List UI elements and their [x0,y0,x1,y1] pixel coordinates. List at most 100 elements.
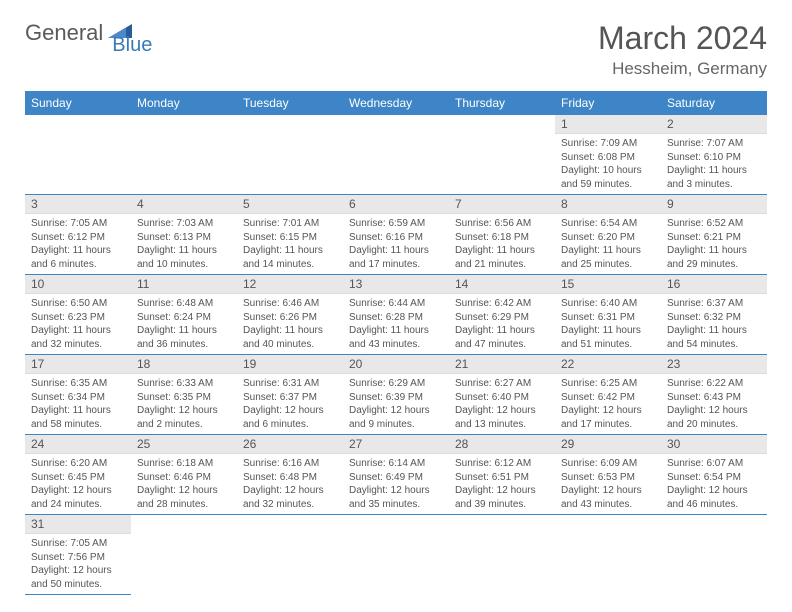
col-saturday: Saturday [661,91,767,115]
sunset-text: Sunset: 6:16 PM [349,231,443,245]
day-cell: 15Sunrise: 6:40 AMSunset: 6:31 PMDayligh… [555,275,661,355]
sunrise-text: Sunrise: 6:52 AM [667,217,761,231]
day-cell [661,515,767,595]
sunrise-text: Sunrise: 6:42 AM [455,297,549,311]
daylight-text: Daylight: 12 hours and 39 minutes. [455,484,549,511]
day-content: Sunrise: 6:40 AMSunset: 6:31 PMDaylight:… [555,294,661,354]
sunrise-text: Sunrise: 6:44 AM [349,297,443,311]
day-content: Sunrise: 7:05 AMSunset: 6:12 PMDaylight:… [25,214,131,274]
day-number: 11 [131,275,237,294]
sunrise-text: Sunrise: 6:50 AM [31,297,125,311]
sunrise-text: Sunrise: 6:56 AM [455,217,549,231]
sunrise-text: Sunrise: 7:05 AM [31,537,125,551]
week-row: 10Sunrise: 6:50 AMSunset: 6:23 PMDayligh… [25,275,767,355]
day-cell [343,115,449,195]
day-content: Sunrise: 6:18 AMSunset: 6:46 PMDaylight:… [131,454,237,514]
daylight-text: Daylight: 12 hours and 50 minutes. [31,564,125,591]
day-cell: 6Sunrise: 6:59 AMSunset: 6:16 PMDaylight… [343,195,449,275]
day-cell: 10Sunrise: 6:50 AMSunset: 6:23 PMDayligh… [25,275,131,355]
day-number: 21 [449,355,555,374]
day-cell: 27Sunrise: 6:14 AMSunset: 6:49 PMDayligh… [343,435,449,515]
logo: General Blue [25,20,176,46]
day-content: Sunrise: 7:01 AMSunset: 6:15 PMDaylight:… [237,214,343,274]
sunset-text: Sunset: 6:35 PM [137,391,231,405]
day-cell: 16Sunrise: 6:37 AMSunset: 6:32 PMDayligh… [661,275,767,355]
daylight-text: Daylight: 11 hours and 3 minutes. [667,164,761,191]
day-cell [237,115,343,195]
day-number: 6 [343,195,449,214]
sunset-text: Sunset: 6:18 PM [455,231,549,245]
sunrise-text: Sunrise: 6:40 AM [561,297,655,311]
daylight-text: Daylight: 11 hours and 25 minutes. [561,244,655,271]
day-number: 19 [237,355,343,374]
day-content: Sunrise: 7:09 AMSunset: 6:08 PMDaylight:… [555,134,661,194]
sunset-text: Sunset: 6:53 PM [561,471,655,485]
sunrise-text: Sunrise: 7:07 AM [667,137,761,151]
sunrise-text: Sunrise: 6:46 AM [243,297,337,311]
sunset-text: Sunset: 6:42 PM [561,391,655,405]
day-cell: 28Sunrise: 6:12 AMSunset: 6:51 PMDayligh… [449,435,555,515]
day-cell: 2Sunrise: 7:07 AMSunset: 6:10 PMDaylight… [661,115,767,195]
day-cell: 26Sunrise: 6:16 AMSunset: 6:48 PMDayligh… [237,435,343,515]
daylight-text: Daylight: 11 hours and 51 minutes. [561,324,655,351]
day-cell: 19Sunrise: 6:31 AMSunset: 6:37 PMDayligh… [237,355,343,435]
day-content: Sunrise: 6:42 AMSunset: 6:29 PMDaylight:… [449,294,555,354]
day-number: 30 [661,435,767,454]
day-content: Sunrise: 6:25 AMSunset: 6:42 PMDaylight:… [555,374,661,434]
col-tuesday: Tuesday [237,91,343,115]
sunset-text: Sunset: 6:15 PM [243,231,337,245]
day-number: 26 [237,435,343,454]
sunrise-text: Sunrise: 6:31 AM [243,377,337,391]
day-number: 24 [25,435,131,454]
daylight-text: Daylight: 11 hours and 58 minutes. [31,404,125,431]
day-number: 3 [25,195,131,214]
day-content: Sunrise: 6:48 AMSunset: 6:24 PMDaylight:… [131,294,237,354]
day-number: 5 [237,195,343,214]
header-row: Sunday Monday Tuesday Wednesday Thursday… [25,91,767,115]
sunrise-text: Sunrise: 6:25 AM [561,377,655,391]
col-monday: Monday [131,91,237,115]
sunset-text: Sunset: 6:29 PM [455,311,549,325]
day-number: 27 [343,435,449,454]
day-cell: 14Sunrise: 6:42 AMSunset: 6:29 PMDayligh… [449,275,555,355]
sunset-text: Sunset: 6:24 PM [137,311,231,325]
week-row: 17Sunrise: 6:35 AMSunset: 6:34 PMDayligh… [25,355,767,435]
day-number: 15 [555,275,661,294]
day-number: 10 [25,275,131,294]
day-cell: 17Sunrise: 6:35 AMSunset: 6:34 PMDayligh… [25,355,131,435]
day-cell: 7Sunrise: 6:56 AMSunset: 6:18 PMDaylight… [449,195,555,275]
daylight-text: Daylight: 11 hours and 47 minutes. [455,324,549,351]
day-content: Sunrise: 6:07 AMSunset: 6:54 PMDaylight:… [661,454,767,514]
day-cell: 20Sunrise: 6:29 AMSunset: 6:39 PMDayligh… [343,355,449,435]
sunset-text: Sunset: 6:13 PM [137,231,231,245]
day-content: Sunrise: 6:27 AMSunset: 6:40 PMDaylight:… [449,374,555,434]
sunrise-text: Sunrise: 6:22 AM [667,377,761,391]
week-row: 3Sunrise: 7:05 AMSunset: 6:12 PMDaylight… [25,195,767,275]
daylight-text: Daylight: 11 hours and 10 minutes. [137,244,231,271]
daylight-text: Daylight: 12 hours and 13 minutes. [455,404,549,431]
day-cell: 31Sunrise: 7:05 AMSunset: 7:56 PMDayligh… [25,515,131,595]
daylight-text: Daylight: 11 hours and 54 minutes. [667,324,761,351]
sunrise-text: Sunrise: 7:01 AM [243,217,337,231]
day-content: Sunrise: 6:16 AMSunset: 6:48 PMDaylight:… [237,454,343,514]
sunset-text: Sunset: 6:54 PM [667,471,761,485]
sunset-text: Sunset: 6:21 PM [667,231,761,245]
day-number: 13 [343,275,449,294]
day-cell: 3Sunrise: 7:05 AMSunset: 6:12 PMDaylight… [25,195,131,275]
sunrise-text: Sunrise: 6:18 AM [137,457,231,471]
sunset-text: Sunset: 6:40 PM [455,391,549,405]
daylight-text: Daylight: 12 hours and 46 minutes. [667,484,761,511]
daylight-text: Daylight: 12 hours and 9 minutes. [349,404,443,431]
day-cell: 22Sunrise: 6:25 AMSunset: 6:42 PMDayligh… [555,355,661,435]
sunrise-text: Sunrise: 6:27 AM [455,377,549,391]
day-content: Sunrise: 6:59 AMSunset: 6:16 PMDaylight:… [343,214,449,274]
sunrise-text: Sunrise: 6:33 AM [137,377,231,391]
day-content: Sunrise: 7:03 AMSunset: 6:13 PMDaylight:… [131,214,237,274]
logo-word1: General [25,20,103,46]
day-content: Sunrise: 6:46 AMSunset: 6:26 PMDaylight:… [237,294,343,354]
daylight-text: Daylight: 12 hours and 32 minutes. [243,484,337,511]
day-content: Sunrise: 6:50 AMSunset: 6:23 PMDaylight:… [25,294,131,354]
sunset-text: Sunset: 6:08 PM [561,151,655,165]
daylight-text: Daylight: 12 hours and 28 minutes. [137,484,231,511]
day-content: Sunrise: 6:35 AMSunset: 6:34 PMDaylight:… [25,374,131,434]
